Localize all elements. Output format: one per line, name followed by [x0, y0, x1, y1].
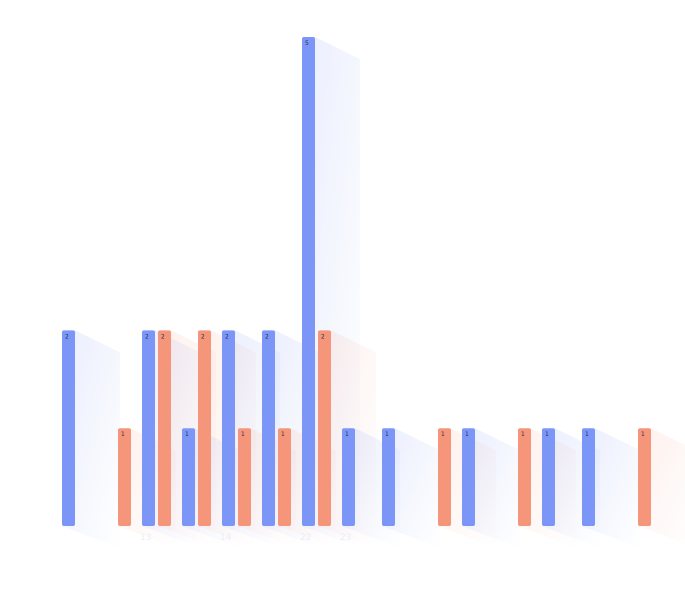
bar-label-orange-11: 1: [521, 431, 525, 438]
bar-label-blue-3: 1: [185, 431, 189, 438]
x-tick-label-2: 13: [140, 533, 151, 543]
bar-label-blue-0: 2: [65, 333, 69, 340]
bar-orange-6[interactable]: [318, 330, 331, 526]
bar-label-blue-12: 1: [545, 431, 549, 438]
bar-label-blue-13: 1: [585, 431, 589, 438]
bar-blue-0[interactable]: [62, 330, 75, 526]
bar-label-orange-3: 2: [201, 333, 205, 340]
bar-label-orange-4: 1: [241, 431, 245, 438]
bar-blue-2[interactable]: [142, 330, 155, 526]
bar-label-blue-5: 2: [265, 333, 269, 340]
bar-orange-1[interactable]: [118, 428, 131, 526]
bar-label-blue-8: 1: [385, 431, 389, 438]
bar-label-blue-6: 5: [305, 40, 309, 47]
bar-shadow-blue-10: [462, 428, 520, 548]
bar-orange-9[interactable]: [438, 428, 451, 526]
bar-blue-3[interactable]: [182, 428, 195, 526]
bar-label-orange-6: 2: [321, 333, 325, 340]
bar-label-blue-4: 2: [225, 333, 229, 340]
bar-orange-11[interactable]: [518, 428, 531, 526]
bar-label-blue-7: 1: [345, 431, 349, 438]
bar-blue-13[interactable]: [582, 428, 595, 526]
bar-blue-12[interactable]: [542, 428, 555, 526]
bar-blue-8[interactable]: [382, 428, 395, 526]
bar-orange-2[interactable]: [158, 330, 171, 526]
bar-value-labels: 2 1 2 2 1 2 2 1 2 1 5 2 1 1 1 1 1 1 1 1: [65, 40, 645, 438]
bars: [62, 37, 651, 526]
bar-blue-7[interactable]: [342, 428, 355, 526]
x-axis-ticks: 13 14 22 23: [140, 533, 351, 543]
x-tick-label-7: 23: [340, 533, 351, 543]
bar-label-orange-14: 1: [641, 431, 645, 438]
bar-orange-3[interactable]: [198, 330, 211, 526]
bar-shadow-blue-0: [62, 330, 120, 548]
bar-blue-6[interactable]: [302, 37, 315, 526]
bar-blue-4[interactable]: [222, 330, 235, 526]
bar-shadow-blue-13: [582, 428, 640, 548]
bar-label-orange-9: 1: [441, 431, 445, 438]
bar-blue-5[interactable]: [262, 330, 275, 526]
bar-orange-14[interactable]: [638, 428, 651, 526]
bar-orange-5[interactable]: [278, 428, 291, 526]
bar-orange-4[interactable]: [238, 428, 251, 526]
bar-label-orange-2: 2: [161, 333, 165, 340]
bar-shadow-orange-14: [638, 428, 685, 544]
bar-label-blue-10: 1: [465, 431, 469, 438]
bar-label-orange-5: 1: [281, 431, 285, 438]
bar-label-orange-1: 1: [121, 431, 125, 438]
bar-blue-10[interactable]: [462, 428, 475, 526]
x-tick-label-4: 14: [220, 533, 232, 543]
bar-shadow-blue-8: [382, 428, 440, 548]
x-tick-label-6: 22: [300, 533, 311, 543]
bar-label-blue-2: 2: [145, 333, 149, 340]
